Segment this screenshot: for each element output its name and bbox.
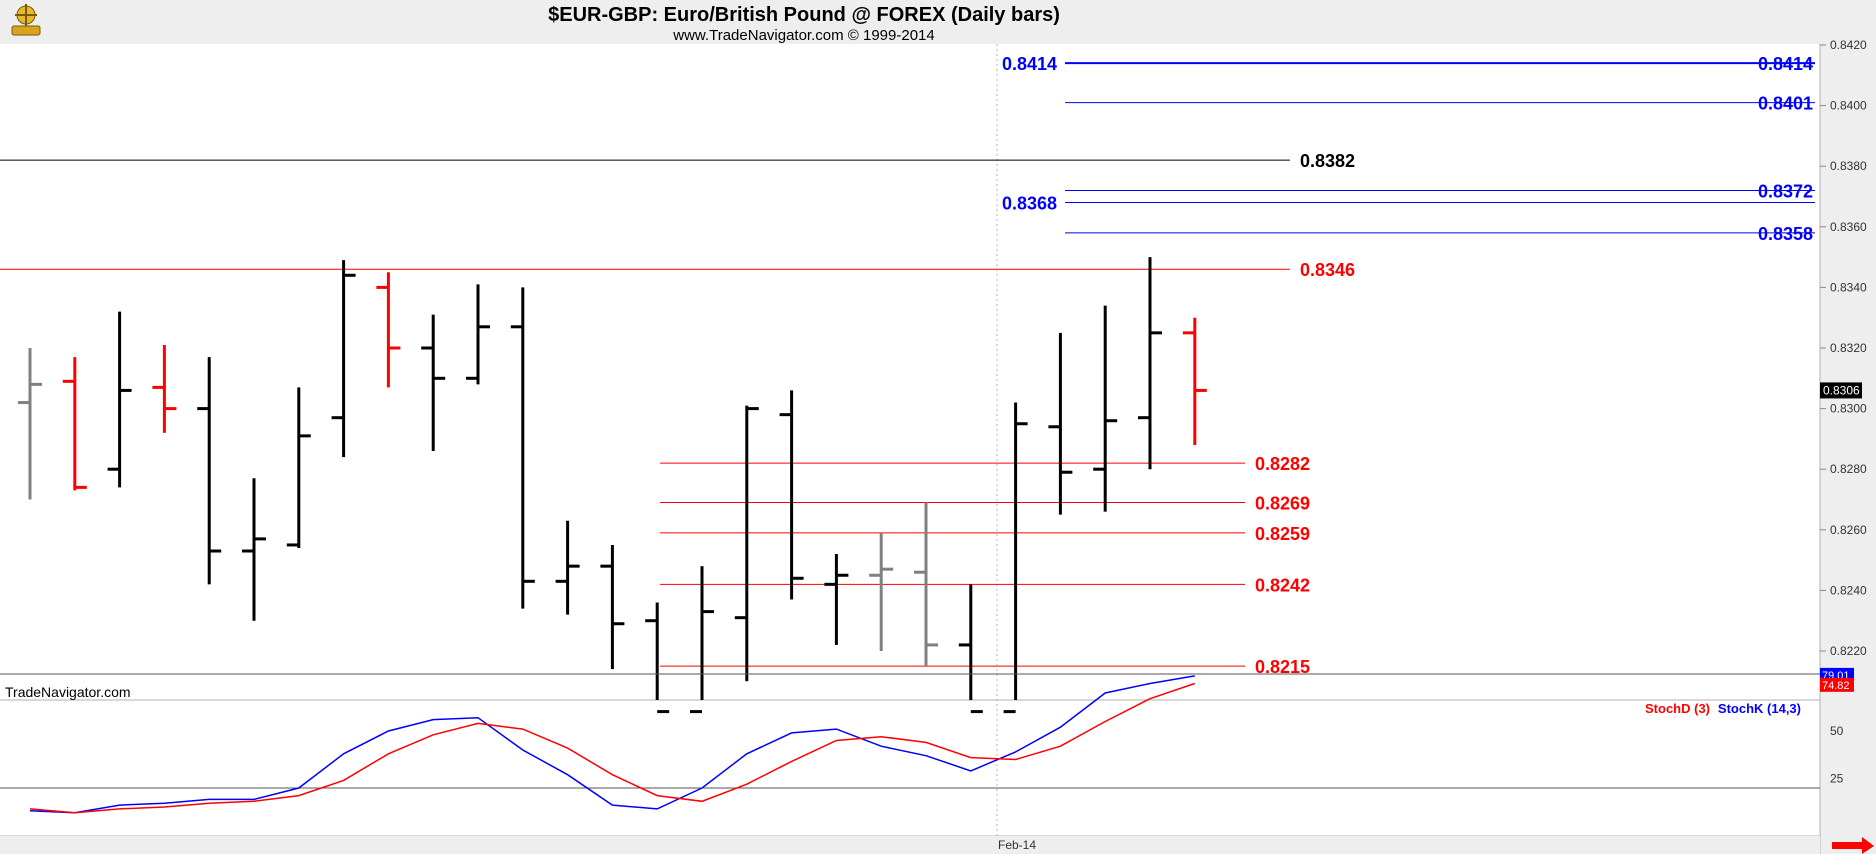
price-tick-label: 0.8240	[1830, 583, 1867, 597]
tradenavigator-logo-icon	[11, 4, 41, 36]
level-label: 0.8401	[1758, 94, 1813, 114]
ohlc-bar	[779, 390, 804, 600]
level-label: 0.8358	[1758, 224, 1813, 244]
stochd-value-tag	[1820, 677, 1854, 692]
price-tick-label: 0.8260	[1830, 523, 1867, 537]
last-price-tag	[1820, 382, 1862, 399]
stoch-tick-label: 50	[1830, 724, 1844, 738]
ohlc-bar	[62, 357, 87, 491]
stochd-line	[29, 682, 1196, 814]
price-tick-label: 0.8320	[1830, 341, 1867, 355]
level-label: 0.8346	[1300, 260, 1355, 280]
ohlc-bar	[600, 544, 625, 670]
level-label: 0.8282	[1255, 454, 1310, 474]
legend-stochd: StochD (3)	[1645, 701, 1710, 716]
ohlc-bar	[734, 405, 759, 682]
level-label: 0.8382	[1300, 151, 1355, 171]
price-tick-label: 0.8380	[1830, 159, 1867, 173]
scroll-arrow-icon[interactable]	[1832, 837, 1874, 854]
level-label: 0.8368	[1002, 194, 1057, 214]
ohlc-bar	[1138, 257, 1162, 470]
ohlc-bar	[107, 311, 132, 488]
level-label: 0.8372	[1758, 181, 1813, 201]
ohlc-bar	[645, 602, 670, 714]
ohlc-bar	[197, 357, 222, 585]
ohlc-bar	[555, 520, 580, 615]
chart-header	[0, 0, 1876, 44]
ohlc-bar	[1048, 332, 1073, 515]
stochd-value: 74.82	[1822, 680, 1850, 692]
price-tick-label: 0.8220	[1830, 644, 1867, 658]
ohlc-bar	[690, 566, 714, 714]
price-tick-label: 0.8280	[1830, 462, 1867, 476]
price-tick-label: 0.8340	[1830, 280, 1867, 294]
ohlc-bar	[242, 478, 266, 621]
price-tick-label: 0.8400	[1830, 99, 1867, 113]
date-axis	[0, 836, 1820, 854]
level-label: 0.8215	[1255, 657, 1310, 677]
level-label: 0.8269	[1255, 494, 1310, 514]
ohlc-bar	[18, 348, 42, 500]
ohlc-bar	[510, 287, 535, 609]
ohlc-bar	[466, 284, 490, 385]
price-tick-label: 0.8360	[1830, 220, 1867, 234]
level-label: 0.8414	[1758, 54, 1813, 74]
ohlc-bar	[152, 344, 177, 433]
price-tick-label: 0.8420	[1830, 38, 1867, 52]
ohlc-bar	[421, 314, 446, 452]
ohlc-bar	[286, 387, 311, 548]
ohlc-bar	[958, 584, 983, 714]
legend-stochk: StochK (14,3)	[1718, 701, 1801, 716]
stochk-line	[29, 675, 1195, 814]
price-axis-panel	[1820, 44, 1876, 854]
chart-subtitle: www.TradeNavigator.com © 1999-2014	[672, 27, 934, 44]
level-label: 0.8414	[1002, 54, 1057, 74]
ohlc-bar	[376, 272, 401, 388]
level-label: 0.8242	[1255, 575, 1310, 595]
ohlc-bar	[869, 532, 894, 651]
stoch-tick-label: 25	[1830, 772, 1844, 786]
ohlc-bar	[331, 260, 356, 458]
ohlc-bar	[1182, 317, 1207, 445]
ohlc-bar	[1003, 402, 1028, 714]
price-tick-label: 0.8300	[1830, 402, 1867, 416]
watermark: TradeNavigator.com	[5, 684, 131, 700]
date-label: Feb-14	[998, 838, 1036, 852]
ohlc-bar	[1093, 305, 1118, 512]
ohlc-bar	[914, 502, 938, 667]
level-label: 0.8259	[1255, 524, 1310, 544]
ohlc-bar	[824, 554, 849, 645]
chart-title: $EUR-GBP: Euro/British Pound @ FOREX (Da…	[548, 4, 1060, 26]
last-price-label: 0.8306	[1823, 383, 1860, 397]
